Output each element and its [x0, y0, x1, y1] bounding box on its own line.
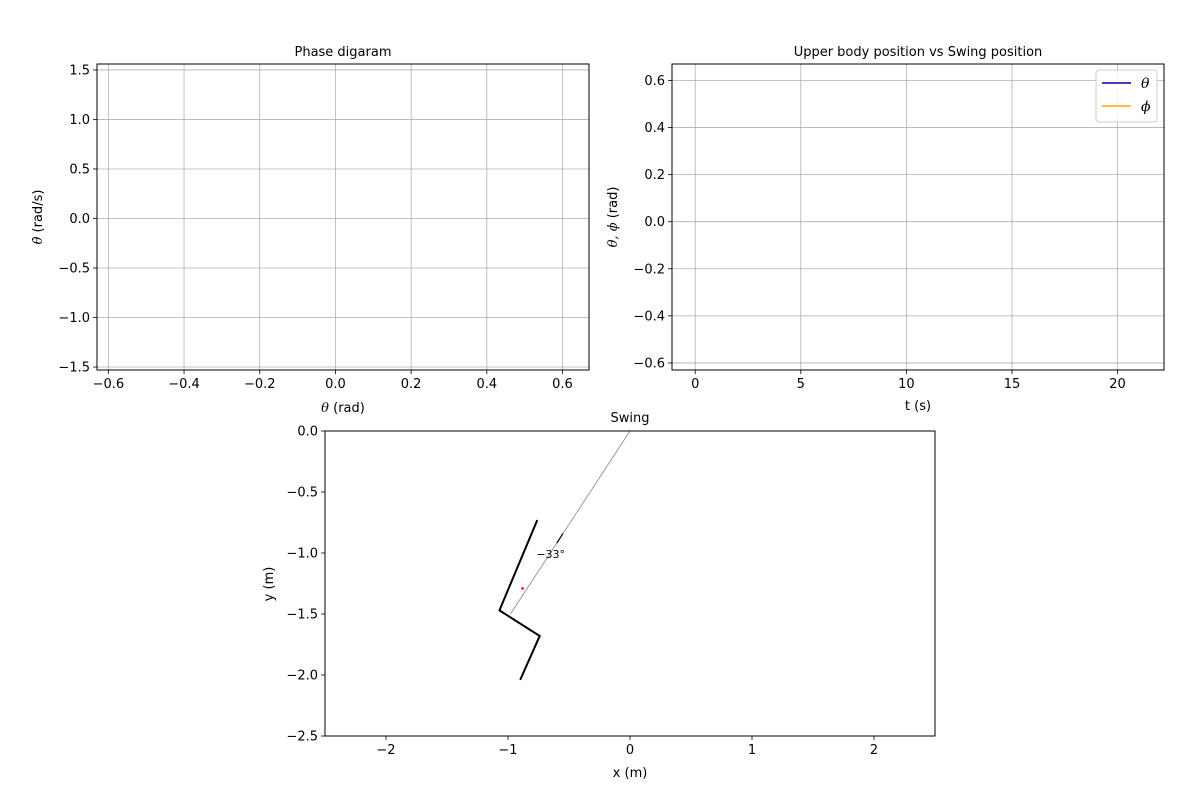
position-xtick-label: 0 — [691, 377, 699, 392]
phase-x-label-symbol: θ — [321, 401, 329, 416]
position-ytick-label: −0.2 — [633, 262, 665, 277]
position-y-label: θ, ϕ (rad) — [606, 187, 621, 248]
swing-ytick-label: −0.5 — [286, 486, 318, 501]
swing-xtick-label: −2 — [376, 743, 395, 758]
position-ytick-label: 0.4 — [644, 121, 665, 136]
position-time-panel: 0 5 10 15 20 −0.6 −0.4 −0.2 0.0 0.2 0.4 0.6 Upper b… — [606, 45, 1165, 414]
swing-xtick-label: 2 — [870, 743, 878, 758]
phase-ytick-label: 1.0 — [69, 113, 90, 128]
phase-xtick-label: −0.6 — [93, 377, 125, 392]
phase-x-label-unit: (rad) — [329, 401, 365, 416]
phase-ticks: −0.6 −0.4 −0.2 0.0 0.2 0.4 0.6 −1.5 −1.0 −0.5 0.0 0… — [58, 63, 572, 392]
phase-ytick-label: 1.5 — [69, 63, 90, 78]
position-ticks: 0 5 10 15 20 −0.6 −0.4 −0.2 0.0 0.2 0.4 0.6 — [633, 74, 1125, 392]
swing-ytick-label: −1.0 — [286, 547, 318, 562]
legend-label-theta: θ — [1141, 76, 1150, 92]
position-ytick-label: 0.0 — [644, 215, 665, 230]
swing-axes-frame — [324, 430, 936, 737]
phase-grid — [97, 64, 589, 370]
swing-scene — [498, 430, 631, 681]
swing-xtick-label: 0 — [626, 743, 634, 758]
position-ytick-label: −0.6 — [633, 356, 665, 371]
phase-y-label-unit: (rad/s) — [31, 190, 46, 237]
phase-ytick-label: 0.0 — [69, 212, 90, 227]
swing-ticks: −2 −1 0 1 2 0.0 −0.5 −1.0 −1.5 −2.0 −2.5 — [286, 425, 878, 759]
phase-y-label: θ̇ (rad/s) — [31, 190, 46, 245]
phase-y-label-symbol: θ̇ — [31, 236, 46, 244]
position-xtick-label: 15 — [1004, 377, 1021, 392]
swing-title: Swing — [611, 411, 650, 426]
phase-xtick-label: 0.6 — [552, 377, 573, 392]
swing-panel: −2 −1 0 1 2 0.0 −0.5 −1.0 −1.5 −2.0 −2.5 Swing x (… — [262, 411, 936, 781]
phase-xtick-label: −0.4 — [168, 377, 200, 392]
phase-title: Phase digaram — [294, 45, 391, 60]
position-y-label-unit: (rad) — [606, 187, 621, 223]
swing-x-label: x (m) — [613, 766, 648, 781]
position-legend: θ ϕ — [1095, 69, 1158, 123]
position-ytick-label: −0.4 — [633, 309, 665, 324]
swing-xtick-label: −1 — [498, 743, 517, 758]
phase-ytick-label: −0.5 — [58, 262, 90, 277]
position-grid — [672, 64, 1164, 370]
position-xtick-label: 5 — [797, 377, 805, 392]
swing-ytick-label: 0.0 — [297, 425, 318, 440]
position-xtick-label: 10 — [898, 377, 915, 392]
swing-angle-label: −33° — [536, 548, 565, 561]
phase-ytick-label: −1.0 — [58, 311, 90, 326]
swing-angle-arc — [556, 533, 564, 544]
swing-ytick-label: −2.0 — [286, 669, 318, 684]
swing-ytick-label: −2.5 — [286, 730, 318, 745]
legend-label-phi: ϕ — [1141, 99, 1151, 115]
phase-xtick-label: 0.2 — [401, 377, 422, 392]
phase-xtick-label: 0.0 — [325, 377, 346, 392]
swing-rope — [510, 430, 631, 615]
position-y-label-symbols: θ, ϕ — [606, 222, 621, 247]
position-x-label: t (s) — [905, 399, 931, 414]
position-axes-frame — [671, 63, 1165, 371]
swing-ytick-label: −1.5 — [286, 608, 318, 623]
phase-ytick-label: 0.5 — [69, 162, 90, 177]
swing-body — [498, 519, 541, 681]
position-xtick-label: 20 — [1109, 377, 1126, 392]
swing-y-label: y (m) — [262, 567, 277, 602]
phase-x-label: θ (rad) — [321, 401, 365, 416]
phase-xtick-label: 0.4 — [476, 377, 497, 392]
phase-ytick-label: −1.5 — [58, 361, 90, 376]
phase-diagram-panel: −0.6 −0.4 −0.2 0.0 0.2 0.4 0.6 −1.5 −1.0 −0.5 0.0 0… — [31, 45, 590, 416]
position-ytick-label: 0.2 — [644, 168, 665, 183]
swing-xtick-label: 1 — [748, 743, 756, 758]
phase-axes-frame — [96, 63, 590, 371]
position-title: Upper body position vs Swing position — [794, 45, 1043, 60]
position-ytick-label: 0.6 — [644, 74, 665, 89]
phase-xtick-label: −0.2 — [244, 377, 276, 392]
swing-center-of-mass — [521, 587, 524, 590]
